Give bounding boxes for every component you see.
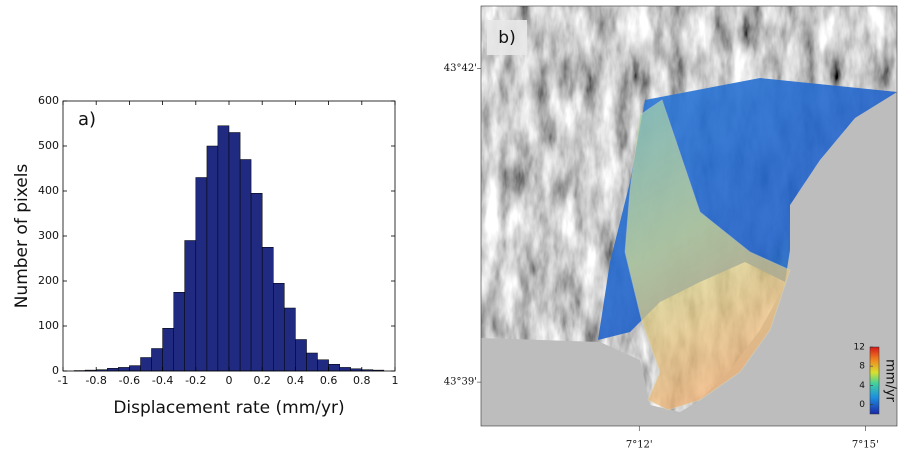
bar xyxy=(250,193,263,372)
bar xyxy=(173,292,185,372)
bar xyxy=(118,367,130,372)
histogram-panel: -1 -0.8 -0.6 -0.4 -0.2 0 0.2 0.4 0.6 0.8 1 0 100 200 3… xyxy=(12,94,399,418)
colorbar-tick-label: 8 xyxy=(859,362,865,372)
bar xyxy=(306,352,318,372)
colorbar-label: mm/yr xyxy=(883,359,898,402)
x-tick-label: 0.8 xyxy=(353,374,371,387)
map-image xyxy=(481,6,897,426)
bar xyxy=(129,365,141,372)
panel-label: a) xyxy=(78,109,96,130)
bar xyxy=(140,357,152,372)
y-tick-label: 200 xyxy=(38,274,59,287)
x-tick-label: 0.4 xyxy=(287,374,305,387)
bar xyxy=(195,177,208,372)
bar xyxy=(228,132,241,372)
x-tick-label: -0.8 xyxy=(85,374,106,387)
x-tick-label: 1 xyxy=(392,374,399,387)
x-tick-label: -1 xyxy=(58,374,69,387)
bar xyxy=(339,367,351,372)
x-tick-label: 7°15' xyxy=(852,440,879,451)
colorbar xyxy=(869,346,880,415)
bar xyxy=(217,125,230,372)
y-tick-label: 300 xyxy=(38,229,59,242)
x-tick-label: -0.6 xyxy=(119,374,140,387)
x-tick-label: -0.4 xyxy=(152,374,173,387)
x-tick-label: 0.6 xyxy=(320,374,338,387)
panel-label: b) xyxy=(498,28,515,48)
bar xyxy=(206,145,219,372)
x-tick-label: 7°12' xyxy=(626,440,653,451)
bar xyxy=(184,240,197,372)
y-tick-label: 400 xyxy=(38,184,59,197)
y-axis-label: Number of pixels xyxy=(12,164,32,309)
bar xyxy=(151,348,163,372)
y-tick-label: 500 xyxy=(38,139,59,152)
x-axis-label: Displacement rate (mm/yr) xyxy=(113,398,344,418)
bar xyxy=(328,364,340,372)
x-tick-label: -0.2 xyxy=(185,374,206,387)
colorbar-tick-label: 12 xyxy=(854,343,865,353)
y-tick-label: 43°42' xyxy=(444,63,477,74)
y-tick-label: 0 xyxy=(52,364,59,377)
colorbar-tick-label: 4 xyxy=(859,381,865,391)
y-tick-label: 43°39' xyxy=(444,377,477,388)
x-tick-label: 0.2 xyxy=(253,374,271,387)
map-frame xyxy=(480,5,898,427)
landslide-overlay xyxy=(624,99,791,411)
sea xyxy=(481,92,897,426)
bar xyxy=(295,339,307,372)
bar xyxy=(107,368,119,372)
bar xyxy=(284,307,296,372)
bar xyxy=(239,159,252,372)
y-tick-label: 600 xyxy=(38,94,59,107)
bar xyxy=(273,283,285,372)
y-tick-label: 100 xyxy=(38,319,59,332)
bar xyxy=(162,328,174,372)
x-tick-label: 0 xyxy=(226,374,233,387)
colorbar-tick-label: 0 xyxy=(859,400,865,410)
map-panel: b) 7°12' 7°15' 43°42' 43°39' 0 4 8 12 mm/yr xyxy=(444,5,898,451)
bar xyxy=(261,247,274,372)
bar xyxy=(317,359,329,372)
label-box xyxy=(487,20,527,55)
